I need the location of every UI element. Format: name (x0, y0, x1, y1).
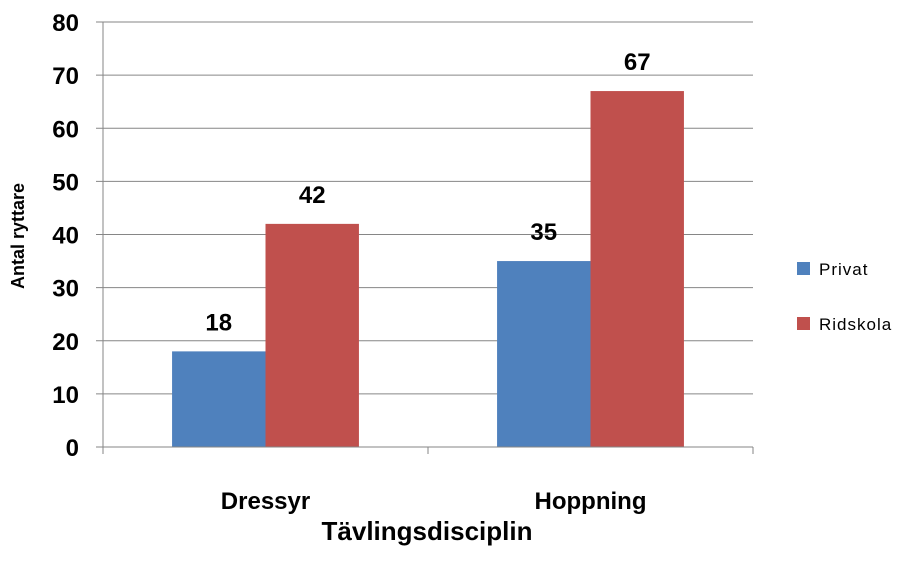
x-category-label-hoppning: Hoppning (535, 488, 647, 515)
y-tick-label-60: 60 (52, 116, 79, 143)
bar-dressyr-ridskola (265, 223, 359, 447)
gridlines (103, 21, 753, 395)
y-tick-label-20: 20 (52, 329, 79, 356)
y-tick-label-80: 80 (52, 10, 79, 37)
x-category-label-dressyr: Dressyr (221, 488, 310, 515)
data-label-dressyr-privat: 18 (205, 309, 232, 336)
x-axis-title: Tävlingsdisciplin (322, 516, 533, 546)
y-tick-label-70: 70 (52, 63, 79, 90)
y-tick-label-30: 30 (52, 276, 79, 303)
legend-label-privat: Privat (819, 260, 868, 279)
y-tick-labels: 0 10 20 30 40 50 60 70 80 (52, 10, 79, 462)
data-label-dressyr-ridskola: 42 (299, 182, 326, 209)
data-label-hoppning-ridskola: 67 (624, 49, 651, 76)
bar-dressyr-privat (172, 351, 266, 447)
data-labels: 18 42 35 67 (205, 49, 650, 336)
legend-label-ridskola: Ridskola (819, 315, 892, 334)
y-tick-label-50: 50 (52, 169, 79, 196)
bar-hoppning-privat (497, 261, 591, 447)
y-tick-label-40: 40 (52, 223, 79, 250)
bar-hoppning-ridskola (590, 91, 684, 447)
y-tick-label-0: 0 (66, 435, 79, 462)
y-tick-label-10: 10 (52, 382, 79, 409)
y-axis-title: Antal ryttare (8, 183, 28, 289)
bars (172, 91, 684, 447)
legend: Privat Ridskola (797, 260, 892, 334)
x-category-labels: Dressyr Hoppning (221, 488, 647, 515)
legend-swatch-ridskola (797, 317, 810, 330)
legend-swatch-privat (797, 262, 810, 275)
data-label-hoppning-privat: 35 (530, 219, 557, 246)
axes (96, 21, 754, 454)
